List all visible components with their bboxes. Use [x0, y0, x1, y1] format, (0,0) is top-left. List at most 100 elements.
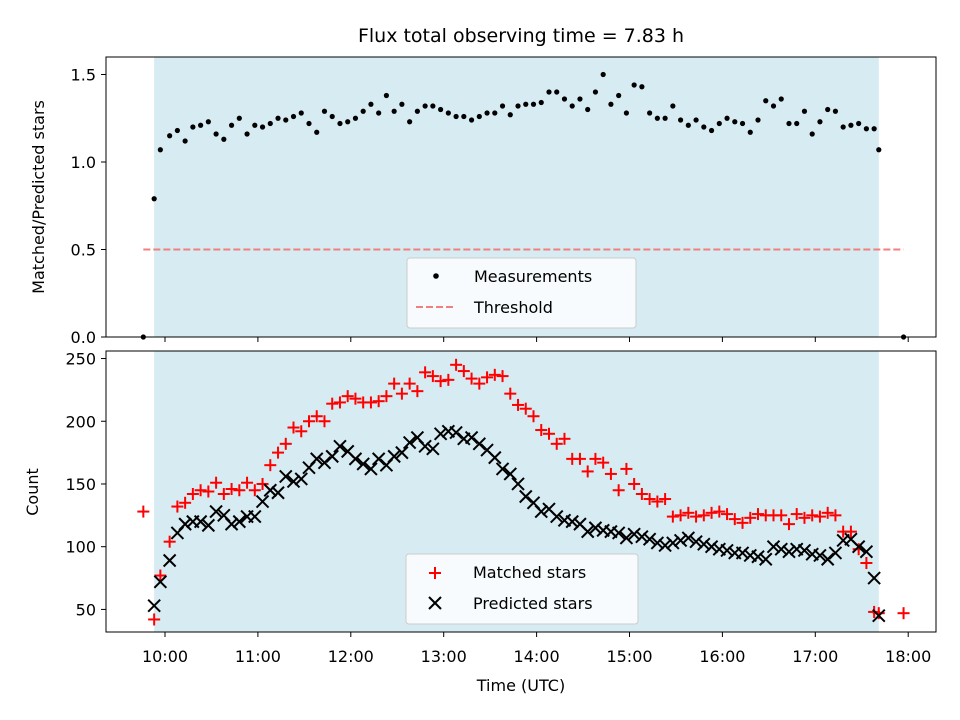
predicted-stars-marker-b — [511, 477, 525, 491]
predicted-stars-marker-b — [387, 449, 401, 464]
measurement-point — [244, 131, 250, 137]
bottom-plot-frame — [105, 350, 937, 633]
predicted-stars-marker-b — [255, 494, 270, 509]
measurement-point — [569, 103, 575, 109]
measurement-point — [438, 106, 444, 113]
matched-stars-point — [287, 421, 300, 434]
predicted-stars-point — [666, 536, 680, 550]
measurement-point — [383, 92, 390, 99]
predicted-stars-point — [310, 452, 324, 466]
matched-stars-point — [682, 506, 695, 519]
measurement-point — [468, 117, 475, 123]
measurement-point — [585, 106, 591, 113]
predicted-stars-marker-b — [472, 437, 487, 451]
matched-stars-point — [333, 396, 346, 409]
predicted-stars-marker-b — [364, 462, 378, 476]
predicted-stars-point — [395, 445, 409, 460]
predicted-stars-marker-b — [666, 536, 680, 550]
predicted-stars-marker-b — [224, 517, 239, 531]
matched-stars-point — [137, 505, 150, 518]
measurement-point — [871, 126, 877, 132]
matched-stars-point — [426, 370, 439, 383]
predicted-stars-marker-b — [317, 455, 332, 470]
measurement-point — [407, 119, 413, 125]
predicted-stars-point — [635, 529, 649, 544]
measurement-point — [685, 122, 691, 128]
matched-stars-point — [194, 484, 207, 497]
predicted-stars-marker-b — [805, 547, 819, 561]
matched-stars-point — [527, 410, 540, 423]
predicted-stars-point — [627, 527, 641, 541]
matched-stars-point — [821, 506, 834, 519]
x-tick-label: 11:00 — [235, 647, 281, 666]
predicted-stars-marker-b — [828, 546, 843, 560]
predicted-stars-marker-b — [441, 424, 456, 438]
predicted-stars-point — [364, 462, 378, 476]
matched-stars-point — [465, 372, 478, 385]
predicted-stars-point — [681, 531, 696, 545]
bottom-y-tick-label: 250 — [65, 350, 96, 369]
x-tick-label: 12:00 — [328, 647, 374, 666]
predicted-stars-point — [147, 598, 161, 613]
predicted-stars-marker-b — [735, 546, 750, 560]
measurement-point — [515, 103, 521, 109]
predicted-stars-marker-b — [689, 534, 703, 549]
top-legend: Measurements Threshold — [406, 257, 637, 329]
matched-stars-point — [380, 390, 393, 403]
predicted-stars-marker-b — [534, 504, 548, 519]
predicted-stars-marker-b — [395, 445, 409, 460]
predicted-stars-point — [418, 439, 432, 454]
measurement-point — [314, 129, 320, 135]
predicted-stars-marker-b — [859, 545, 874, 559]
measurement-point — [724, 115, 730, 121]
matched-stars-point — [844, 525, 857, 538]
predicted-stars-point — [495, 462, 510, 476]
matched-stars-point — [248, 484, 261, 497]
predicted-stars-marker-b — [217, 508, 231, 523]
measurement-point — [693, 117, 699, 123]
predicted-stars-marker-b — [681, 531, 696, 545]
matched-stars-point — [604, 467, 617, 480]
predicted-stars-marker-b — [820, 552, 835, 566]
measurement-point — [213, 131, 219, 137]
matched-stars-point — [179, 496, 192, 509]
predicted-stars-point — [611, 526, 626, 540]
predicted-stars-point — [503, 467, 517, 481]
predicted-stars-point — [224, 517, 239, 531]
predicted-stars-point — [153, 575, 168, 589]
x-tick-label: 18:00 — [885, 647, 931, 666]
predicted-stars-marker-b — [147, 598, 161, 613]
predicted-stars-point — [317, 455, 332, 470]
x-tick-label: 16:00 — [699, 647, 745, 666]
predicted-stars-point — [774, 542, 788, 556]
measurement-point — [863, 126, 869, 132]
predicted-stars-marker-b — [333, 439, 347, 454]
predicted-stars-marker-b — [635, 529, 649, 544]
measurement-point — [786, 120, 792, 127]
matched-stars-point — [775, 509, 788, 522]
measurement-point — [577, 96, 583, 102]
matched-stars-point — [573, 452, 586, 465]
matched-stars-point — [186, 488, 199, 501]
predicted-stars-marker-b — [704, 539, 719, 554]
measurements-legend-marker — [433, 273, 439, 279]
measurement-point — [670, 103, 676, 109]
measurement-point — [809, 131, 815, 137]
measurement-point — [368, 101, 374, 107]
matched-stars-point — [612, 484, 625, 497]
predicted-stars-point — [519, 489, 533, 504]
matched-stars-point — [264, 459, 277, 472]
matched-stars-point — [163, 535, 176, 548]
measurement-point — [677, 117, 684, 123]
measurement-point — [228, 122, 235, 128]
predicted-stars-point — [820, 552, 835, 566]
predicted-stars-marker-b — [782, 545, 796, 559]
bottom-y-tick-label: 100 — [65, 538, 96, 557]
predicted-stars-point — [271, 486, 285, 500]
measurement-point — [817, 119, 823, 125]
predicted-stars-marker-b — [526, 496, 541, 510]
matched-stars-point — [241, 476, 254, 489]
predicted-stars-point — [178, 517, 192, 531]
predicted-stars-marker-b — [286, 474, 301, 489]
